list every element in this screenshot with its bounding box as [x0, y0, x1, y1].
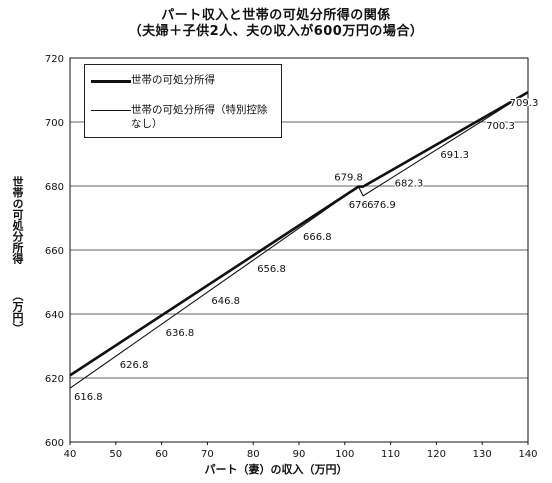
data-label: 666.8	[303, 232, 332, 243]
y-axis-label: 世帯の可処分所得	[11, 176, 24, 264]
data-labels: 616.8 626.8 636.8 646.8 656.8 666.8 676.8 679.8…	[73, 97, 540, 404]
x-tick-label: 80	[247, 449, 260, 460]
x-tick-labels: 40 50 60 70 80 90 100 110 120 130 140	[64, 442, 538, 460]
data-label: 676.8	[349, 200, 378, 211]
x-tick-label: 90	[293, 449, 306, 460]
y-tick-label: 620	[45, 374, 64, 385]
y-tick-label: 660	[45, 246, 64, 257]
data-label: 656.8	[257, 264, 286, 275]
x-tick-label: 120	[427, 449, 446, 460]
series-line-household	[69, 91, 529, 377]
legend-label-household: 世帯の可処分所得	[131, 74, 215, 86]
data-label: 709.3	[510, 98, 539, 109]
data-label: 626.8	[120, 360, 149, 371]
data-label: 616.8	[74, 392, 103, 403]
y-tick-label: 680	[45, 182, 64, 193]
x-tick-label: 140	[518, 449, 537, 460]
data-label: 646.8	[211, 296, 240, 307]
data-label: 676.9	[367, 200, 396, 211]
y-tick-label: 700	[45, 118, 64, 129]
x-tick-label: 40	[64, 449, 77, 460]
legend-item-no-special-deduction: 世帯の可処分所得（特別控除なし）	[91, 103, 277, 131]
legend-swatch-thin	[91, 110, 131, 111]
x-tick-label: 60	[155, 449, 168, 460]
x-tick-label: 100	[335, 449, 354, 460]
legend-label-no-special-deduction: 世帯の可処分所得（特別控除なし）	[131, 104, 268, 130]
legend-swatch-thick	[91, 80, 131, 83]
chart-title: パート収入と世帯の可処分所得の関係	[161, 8, 391, 23]
y-axis-unit: （万円）	[11, 290, 24, 334]
x-tick-label: 110	[381, 449, 400, 460]
series-lines	[69, 91, 529, 389]
data-label: 691.3	[440, 150, 469, 161]
x-axis-label: パート（妻）の収入（万円）	[204, 463, 348, 476]
y-tick-label: 600	[45, 438, 64, 449]
data-label: 679.8	[334, 173, 363, 184]
chart-subtitle: （夫婦＋子供2人、夫の収入が600万円の場合）	[128, 24, 424, 39]
y-tick-label: 640	[45, 310, 64, 321]
x-tick-label: 70	[201, 449, 214, 460]
data-label: 700.3	[486, 121, 515, 132]
data-label: 636.8	[166, 328, 195, 339]
series-line-no-special-deduction	[69, 91, 529, 389]
y-tick-label: 720	[45, 54, 64, 65]
legend-item-household: 世帯の可処分所得	[91, 73, 277, 87]
data-label: 682.3	[395, 179, 424, 190]
legend: 世帯の可処分所得 世帯の可処分所得（特別控除なし）	[84, 64, 282, 138]
x-tick-label: 130	[473, 449, 492, 460]
y-tick-labels: 600 620 640 660 680 700 720	[45, 54, 64, 449]
x-tick-label: 50	[109, 449, 122, 460]
